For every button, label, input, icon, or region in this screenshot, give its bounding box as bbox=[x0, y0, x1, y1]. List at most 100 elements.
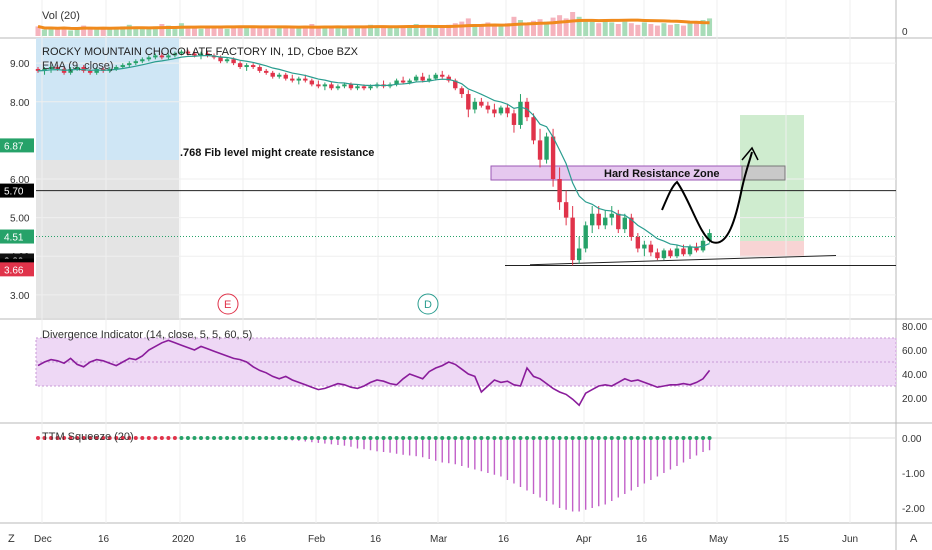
volume-bar bbox=[244, 28, 250, 36]
ttm-squeeze-dot bbox=[212, 436, 217, 440]
ttm-squeeze-dot bbox=[153, 436, 158, 440]
volume-bar bbox=[407, 25, 413, 36]
volume-bar bbox=[250, 26, 256, 36]
candle-body bbox=[87, 70, 93, 73]
ttm-squeeze-dot bbox=[661, 436, 666, 440]
candle-body bbox=[159, 55, 165, 58]
candle-body bbox=[550, 136, 556, 179]
volume-bar bbox=[459, 21, 465, 36]
candle-body bbox=[511, 113, 517, 125]
ttm-squeeze-dot bbox=[590, 436, 595, 440]
volume-bar bbox=[491, 24, 497, 36]
volume-bar bbox=[504, 23, 510, 36]
x-tick-label: Feb bbox=[308, 534, 326, 545]
volume-bar bbox=[224, 28, 230, 36]
volume-bar bbox=[74, 28, 80, 36]
volume-bar bbox=[557, 15, 563, 36]
x-tick-label: 16 bbox=[498, 534, 510, 545]
ttm-label: TTM Squeeze (20) bbox=[42, 431, 134, 443]
volume-bar bbox=[126, 24, 132, 36]
x-tick-label: 2020 bbox=[172, 534, 195, 545]
volume-bar bbox=[348, 27, 354, 36]
volume-bar bbox=[165, 25, 171, 36]
candle-body bbox=[603, 217, 608, 226]
corner-a-label[interactable]: A bbox=[910, 533, 918, 545]
candle-body bbox=[453, 80, 458, 89]
volume-bar bbox=[48, 28, 54, 36]
candle-body bbox=[218, 57, 223, 62]
candle-body bbox=[316, 84, 321, 87]
volume-axis-tick: 0 bbox=[902, 27, 908, 38]
x-tick-label: Jun bbox=[842, 534, 858, 545]
volume-bar bbox=[322, 27, 328, 36]
volume-label: Vol (20) bbox=[42, 10, 80, 22]
ttm-squeeze-dot bbox=[583, 436, 588, 440]
ttm-squeeze-dot bbox=[101, 436, 106, 440]
ttm-squeeze-dot bbox=[329, 436, 334, 440]
candle-body bbox=[172, 53, 178, 56]
candle-body bbox=[198, 53, 204, 56]
volume-bar bbox=[648, 24, 654, 36]
price-tag-label: 4.51 bbox=[4, 233, 24, 244]
volume-bar bbox=[42, 29, 48, 36]
volume-bar bbox=[198, 28, 204, 36]
candle-body bbox=[622, 217, 627, 230]
ttm-squeeze-dot bbox=[94, 436, 99, 440]
candle-body bbox=[596, 213, 601, 226]
ttm-squeeze-dot bbox=[622, 436, 627, 440]
ttm-squeeze-dot bbox=[303, 436, 308, 440]
volume-bar bbox=[654, 25, 660, 36]
volume-ma-line bbox=[37, 18, 710, 30]
candle-body bbox=[590, 213, 595, 226]
candle-body bbox=[146, 57, 152, 60]
candle-body bbox=[707, 233, 712, 241]
price-tick-label: 8.00 bbox=[10, 98, 30, 109]
candle-body bbox=[48, 67, 54, 69]
volume-bar bbox=[687, 23, 693, 36]
volume-bar bbox=[446, 24, 452, 36]
ttm-squeeze-dot bbox=[192, 436, 197, 440]
ttm-squeeze-dot bbox=[283, 436, 288, 440]
ttm-squeeze-dot bbox=[557, 436, 562, 440]
volume-bar bbox=[531, 20, 537, 36]
candle-body bbox=[55, 67, 60, 69]
ttm-squeeze-dot bbox=[81, 436, 86, 440]
volume-bar bbox=[61, 27, 67, 36]
ttm-squeeze-dot bbox=[459, 436, 464, 440]
candle-body bbox=[400, 80, 406, 83]
candle-body bbox=[114, 67, 119, 69]
ttm-squeeze-dot bbox=[218, 436, 223, 440]
volume-bar bbox=[609, 22, 615, 36]
volume-bar bbox=[589, 21, 595, 36]
volume-bar bbox=[622, 21, 628, 36]
volume-bar bbox=[433, 27, 439, 36]
volume-bar bbox=[87, 28, 93, 36]
ttm-squeeze-dot bbox=[609, 436, 614, 440]
ttm-squeeze-dot bbox=[674, 436, 679, 440]
volume-bar bbox=[113, 28, 119, 36]
x-tick-label: Apr bbox=[576, 534, 592, 545]
volume-bar bbox=[328, 28, 334, 36]
dividend-marker[interactable] bbox=[417, 293, 439, 315]
candle-body bbox=[420, 76, 425, 81]
price-tag: 3.66 bbox=[0, 262, 34, 277]
volume-bar bbox=[694, 21, 700, 36]
candle-body bbox=[166, 55, 171, 58]
candle-body bbox=[322, 84, 328, 87]
x-tick-label: 16 bbox=[98, 534, 110, 545]
price-tag-box bbox=[0, 229, 34, 244]
ttm-squeeze-dot bbox=[75, 436, 80, 440]
earnings-marker[interactable] bbox=[217, 293, 239, 315]
ttm-squeeze-dot bbox=[348, 436, 353, 440]
volume-bar bbox=[133, 27, 139, 36]
divergence-label: Divergence Indicator (14, close, 5, 5, 6… bbox=[42, 329, 252, 341]
ttm-squeeze-dot bbox=[62, 436, 67, 440]
candle-body bbox=[264, 70, 269, 73]
candle-body bbox=[61, 68, 67, 73]
corner-z-label[interactable]: Z bbox=[8, 533, 15, 545]
volume-bar bbox=[635, 24, 641, 36]
volume-panel bbox=[35, 12, 713, 36]
candle-body bbox=[185, 51, 191, 54]
